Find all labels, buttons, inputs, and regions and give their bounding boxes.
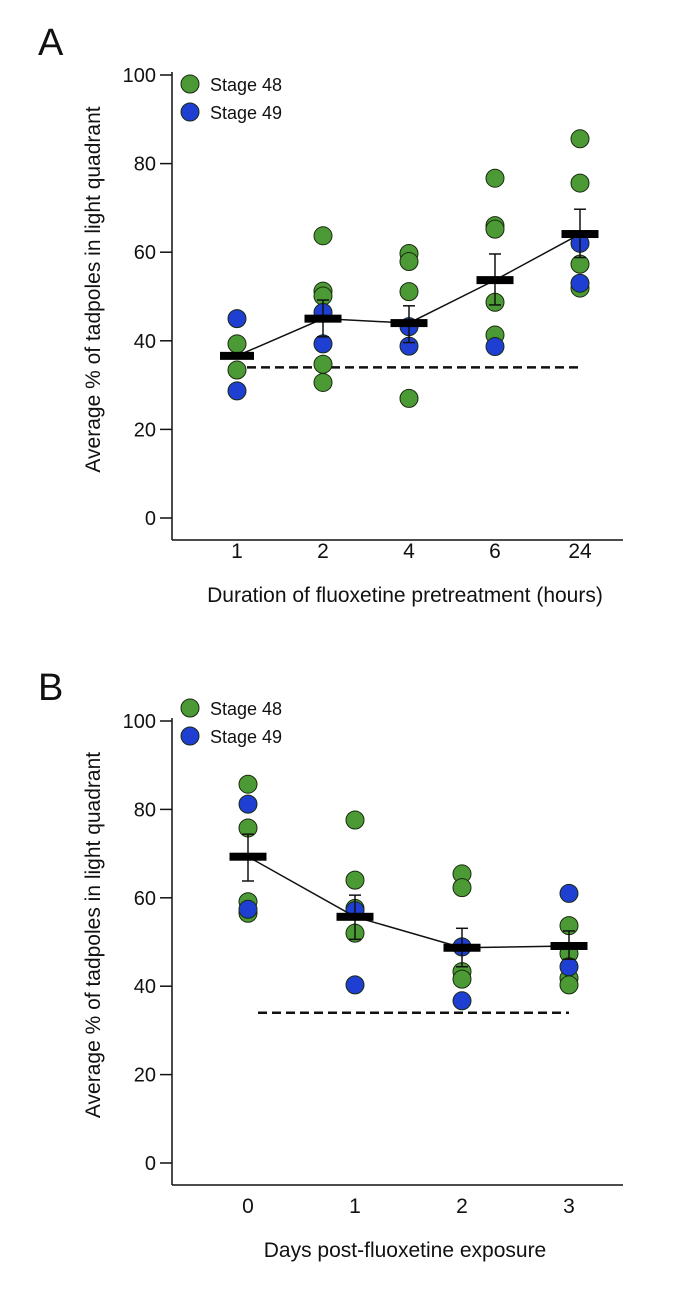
- data-point-stage-48: [313, 354, 333, 374]
- y-axis-label: Average % of tadpoles in light quadrant: [82, 752, 105, 1118]
- x-tick-label: 3: [563, 1195, 575, 1218]
- data-point-stage-48: [313, 372, 333, 392]
- legend-marker-stage-49: [180, 102, 200, 122]
- data-point-stage-48: [485, 168, 505, 188]
- y-tick-label: 60: [134, 888, 156, 910]
- data-point-stage-48: [559, 975, 579, 995]
- data-point-stage-49: [227, 309, 247, 329]
- x-tick-label: 6: [489, 540, 501, 563]
- mean-bar: [229, 852, 267, 861]
- data-point-stage-48: [345, 870, 365, 890]
- legend-marker-stage-48: [180, 698, 200, 718]
- x-tick-label: 0: [242, 1195, 254, 1218]
- data-point-stage-49: [559, 957, 579, 977]
- panel-label: A: [38, 22, 64, 64]
- data-point-stage-48: [570, 173, 590, 193]
- mean-bar: [220, 351, 254, 360]
- data-point-stage-49: [485, 337, 505, 357]
- y-tick-label: 0: [145, 508, 156, 530]
- x-tick-label: 24: [568, 540, 592, 563]
- y-tick-label: 20: [134, 1065, 156, 1087]
- data-point-stage-48: [345, 810, 365, 830]
- x-axis-label: Duration of fluoxetine pretreatment (hou…: [207, 584, 603, 607]
- data-point-stage-48: [399, 282, 419, 302]
- y-tick-label: 80: [134, 154, 156, 176]
- mean-bar: [336, 912, 374, 921]
- data-point-stage-48: [399, 388, 419, 408]
- mean-bar: [443, 943, 481, 952]
- x-axis-label: Days post-fluoxetine exposure: [264, 1239, 547, 1262]
- data-point-stage-49: [238, 899, 258, 919]
- data-point-stage-48: [399, 252, 419, 272]
- y-tick-label: 0: [145, 1153, 156, 1175]
- x-tick-label: 1: [231, 540, 243, 563]
- panel-label: B: [38, 667, 63, 709]
- mean-bar: [304, 314, 342, 323]
- y-tick-label: 100: [123, 711, 156, 733]
- legend-marker-stage-48: [180, 74, 200, 94]
- data-point-stage-48: [452, 878, 472, 898]
- data-point-stage-49: [452, 991, 472, 1011]
- data-point-stage-48: [313, 226, 333, 246]
- data-point-stage-48: [227, 334, 247, 354]
- mean-bar: [476, 276, 514, 285]
- data-point-stage-49: [559, 883, 579, 903]
- data-point-stage-49: [313, 334, 333, 354]
- mean-bar: [561, 230, 599, 239]
- x-tick-label: 2: [456, 1195, 468, 1218]
- legend-label: Stage 49: [210, 103, 282, 123]
- data-point-stage-49: [227, 381, 247, 401]
- legend-label: Stage 48: [210, 75, 282, 95]
- y-tick-label: 40: [134, 976, 156, 998]
- y-axis-label: Average % of tadpoles in light quadrant: [82, 106, 105, 472]
- data-point-stage-48: [485, 219, 505, 239]
- data-point-stage-49: [345, 975, 365, 995]
- mean-trend-line: [247, 856, 570, 949]
- data-point-stage-48: [227, 360, 247, 380]
- data-point-stage-48: [452, 969, 472, 989]
- legend-marker-stage-49: [180, 726, 200, 746]
- data-point-stage-48: [570, 129, 590, 149]
- panel-b: B 0 20 40 60 80 100 0 1 2 3 Days post-fluoxetine ex…: [38, 667, 623, 1262]
- x-tick-label: 1: [349, 1195, 361, 1218]
- y-tick-label: 100: [123, 65, 156, 87]
- y-tick-label: 40: [134, 331, 156, 353]
- x-tick-label: 2: [317, 540, 329, 563]
- mean-bar: [550, 941, 588, 950]
- legend-label: Stage 49: [210, 727, 282, 747]
- legend-label: Stage 48: [210, 699, 282, 719]
- y-tick-label: 20: [134, 419, 156, 441]
- data-point-stage-49: [238, 794, 258, 814]
- y-tick-label: 80: [134, 799, 156, 821]
- mean-bar: [390, 319, 428, 328]
- data-point-stage-48: [238, 774, 258, 794]
- data-point-stage-49: [570, 273, 590, 293]
- x-tick-label: 4: [403, 540, 415, 563]
- y-tick-label: 60: [134, 242, 156, 264]
